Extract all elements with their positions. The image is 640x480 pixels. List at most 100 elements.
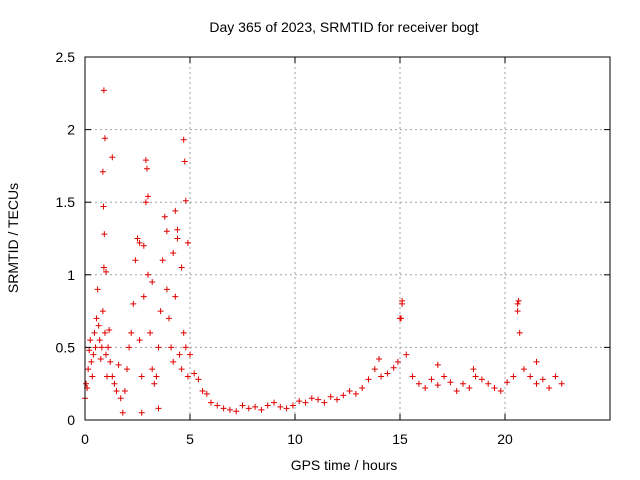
x-tick-label: 0 — [81, 431, 89, 447]
data-point — [163, 228, 170, 235]
data-point — [104, 373, 111, 380]
data-point — [119, 409, 126, 416]
data-point — [176, 351, 183, 358]
data-point — [140, 242, 147, 249]
data-point — [428, 376, 435, 383]
data-point — [157, 308, 164, 315]
data-point — [142, 199, 149, 206]
data-point — [434, 382, 441, 389]
data-point — [365, 376, 372, 383]
data-point — [103, 268, 109, 275]
data-point — [147, 329, 154, 336]
data-point — [546, 385, 553, 392]
data-point — [527, 373, 534, 380]
data-point — [181, 158, 188, 165]
data-point — [172, 293, 179, 300]
data-point — [245, 405, 252, 412]
data-point — [101, 329, 108, 336]
data-point — [403, 351, 410, 358]
data-point — [101, 135, 108, 142]
data-point — [161, 213, 168, 220]
data-point — [289, 402, 296, 409]
data-point — [539, 376, 546, 383]
data-point — [91, 329, 98, 336]
data-point — [143, 165, 150, 172]
data-point — [159, 257, 166, 264]
data-point — [302, 399, 309, 406]
data-point — [97, 356, 104, 363]
data-point — [86, 347, 93, 354]
data-point — [264, 402, 271, 409]
data-point — [409, 373, 416, 380]
data-point — [533, 358, 540, 365]
data-point — [155, 344, 162, 351]
data-point — [485, 380, 492, 387]
data-point — [460, 380, 466, 387]
data-point — [90, 351, 97, 358]
data-point — [226, 406, 233, 413]
data-point — [124, 366, 130, 373]
data-point — [208, 399, 214, 406]
data-point — [233, 408, 240, 415]
data-point — [136, 337, 143, 344]
data-point — [184, 373, 191, 380]
y-tick-label: 2.5 — [56, 49, 76, 65]
data-point — [98, 344, 105, 351]
data-point — [107, 358, 114, 365]
x-tick-label: 15 — [392, 431, 408, 447]
data-point — [101, 231, 108, 238]
data-point — [94, 286, 101, 293]
data-point — [470, 366, 477, 373]
data-point — [182, 344, 189, 351]
data-point — [239, 402, 246, 409]
data-point — [283, 405, 290, 412]
data-point — [214, 402, 221, 409]
data-point — [371, 366, 378, 373]
data-point — [415, 380, 422, 387]
data-point — [315, 396, 322, 403]
data-point — [394, 358, 401, 365]
data-point — [434, 361, 441, 368]
data-point — [117, 395, 124, 402]
data-point — [121, 387, 128, 394]
data-point — [466, 385, 473, 392]
data-point — [93, 315, 100, 322]
data-point — [153, 373, 160, 380]
plot-frame — [84, 56, 611, 421]
data-point — [390, 364, 397, 371]
data-point — [178, 264, 185, 271]
data-point — [296, 398, 303, 405]
y-axis-label: SRMTID / TECUs — [5, 183, 21, 293]
data-point — [515, 297, 522, 304]
data-point — [352, 390, 359, 397]
x-tick-label: 5 — [186, 431, 194, 447]
data-point — [308, 395, 315, 402]
data-point — [155, 405, 162, 412]
data-point — [85, 366, 92, 373]
data-point — [96, 337, 103, 344]
data-point — [514, 308, 521, 315]
data-point — [441, 373, 448, 380]
data-point — [346, 387, 353, 394]
data-point — [126, 344, 133, 351]
data-point — [187, 351, 193, 358]
data-point — [132, 257, 139, 264]
data-point — [174, 235, 181, 242]
data-point — [170, 358, 177, 365]
y-tick-label: 1 — [67, 267, 75, 283]
data-point — [220, 405, 227, 412]
data-point — [178, 366, 185, 373]
data-point — [92, 344, 99, 351]
grid-layer — [85, 57, 610, 420]
data-point — [174, 226, 181, 233]
data-point — [172, 207, 179, 214]
data-point — [533, 380, 540, 387]
data-point — [340, 392, 347, 399]
data-point — [453, 387, 460, 394]
data-point — [166, 315, 172, 322]
data-point — [99, 168, 106, 175]
data-point — [134, 235, 141, 242]
data-point — [100, 264, 107, 271]
y-tick-label: 0.5 — [56, 339, 76, 355]
data-point — [138, 409, 145, 416]
